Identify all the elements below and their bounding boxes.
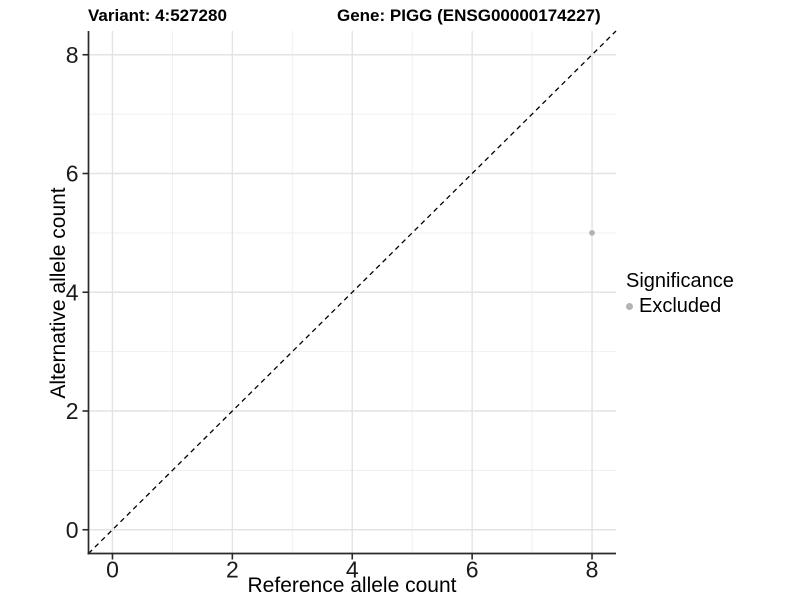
variant-title: Variant: 4:527280 xyxy=(88,6,227,25)
legend-item-label: Excluded xyxy=(639,295,722,317)
gene-title: Gene: PIGG (ENSG00000174227) xyxy=(337,6,601,25)
y-tick-label: 2 xyxy=(66,398,79,424)
x-axis-title: Reference allele count xyxy=(247,574,457,597)
x-tick-label: 6 xyxy=(466,557,479,583)
legend-item-excluded: Excluded xyxy=(626,294,734,318)
x-tick-label: 2 xyxy=(226,557,239,583)
y-axis-title: Alternative allele count xyxy=(47,187,70,399)
y-tick-label: 0 xyxy=(66,517,79,543)
y-tick-label: 6 xyxy=(66,161,79,187)
identity-line xyxy=(88,30,617,554)
legend-point-icon xyxy=(626,302,633,310)
x-tick-label: 8 xyxy=(586,557,599,583)
x-tick-label: 0 xyxy=(106,557,119,583)
legend-title: Significance xyxy=(626,270,734,292)
y-tick-label: 8 xyxy=(66,42,79,68)
legend: Significance Excluded xyxy=(626,269,734,318)
x-tick-label: 4 xyxy=(346,557,359,583)
data-point xyxy=(589,229,595,236)
y-tick-label: 4 xyxy=(66,279,79,305)
